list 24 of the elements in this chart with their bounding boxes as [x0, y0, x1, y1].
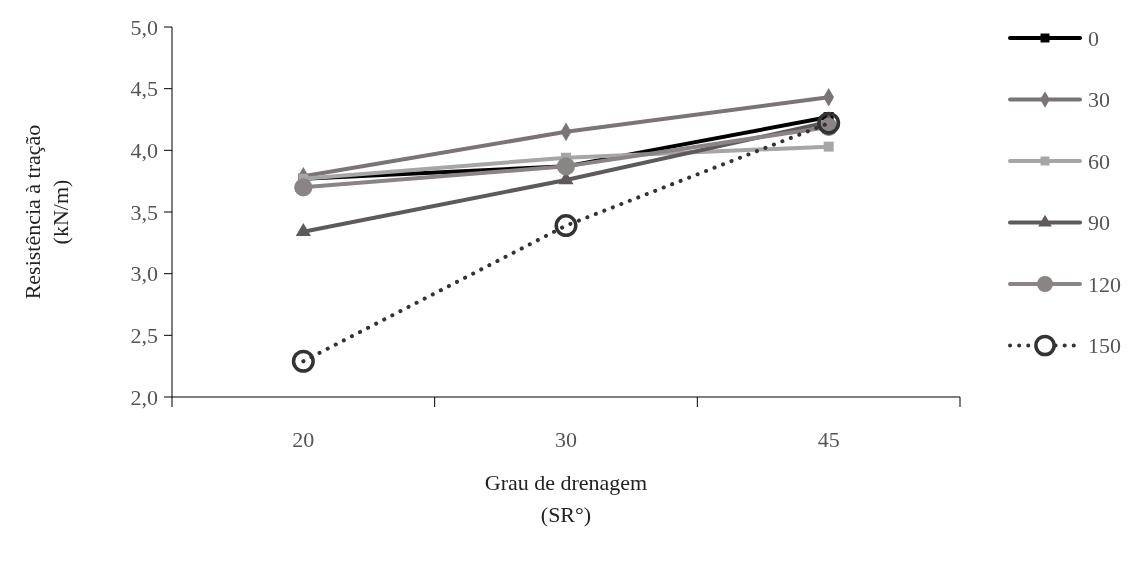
y-tick-label: 5,0: [130, 14, 158, 40]
x-tick-label: 20: [292, 427, 315, 452]
legend-label: 90: [1088, 210, 1110, 236]
x-tick-label: 45: [817, 427, 840, 452]
legend-label: 120: [1088, 271, 1121, 297]
legend-label: 150: [1088, 333, 1121, 359]
x-axis-title: Grau de drenagem (SR°): [484, 470, 648, 527]
y-tick-label: 2,5: [130, 323, 158, 349]
y-tick-label: 2,0: [130, 384, 158, 410]
point: [554, 214, 578, 238]
y-axis-title: Resistência à tração (kN/m): [20, 124, 73, 300]
y-tick-label: 4,0: [130, 138, 158, 164]
point: [291, 349, 315, 373]
x-tick-label: 30: [555, 427, 577, 452]
legend-label: 30: [1088, 87, 1110, 113]
point: [294, 178, 313, 197]
point: [823, 141, 834, 152]
point: [817, 111, 841, 135]
y-tick-label: 3,5: [130, 199, 158, 225]
legend-label: 0: [1088, 25, 1099, 51]
y-tick-label: 3,0: [130, 261, 158, 287]
point: [556, 157, 576, 176]
y-tick-label: 4,5: [130, 76, 158, 102]
legend-label: 60: [1088, 148, 1110, 174]
